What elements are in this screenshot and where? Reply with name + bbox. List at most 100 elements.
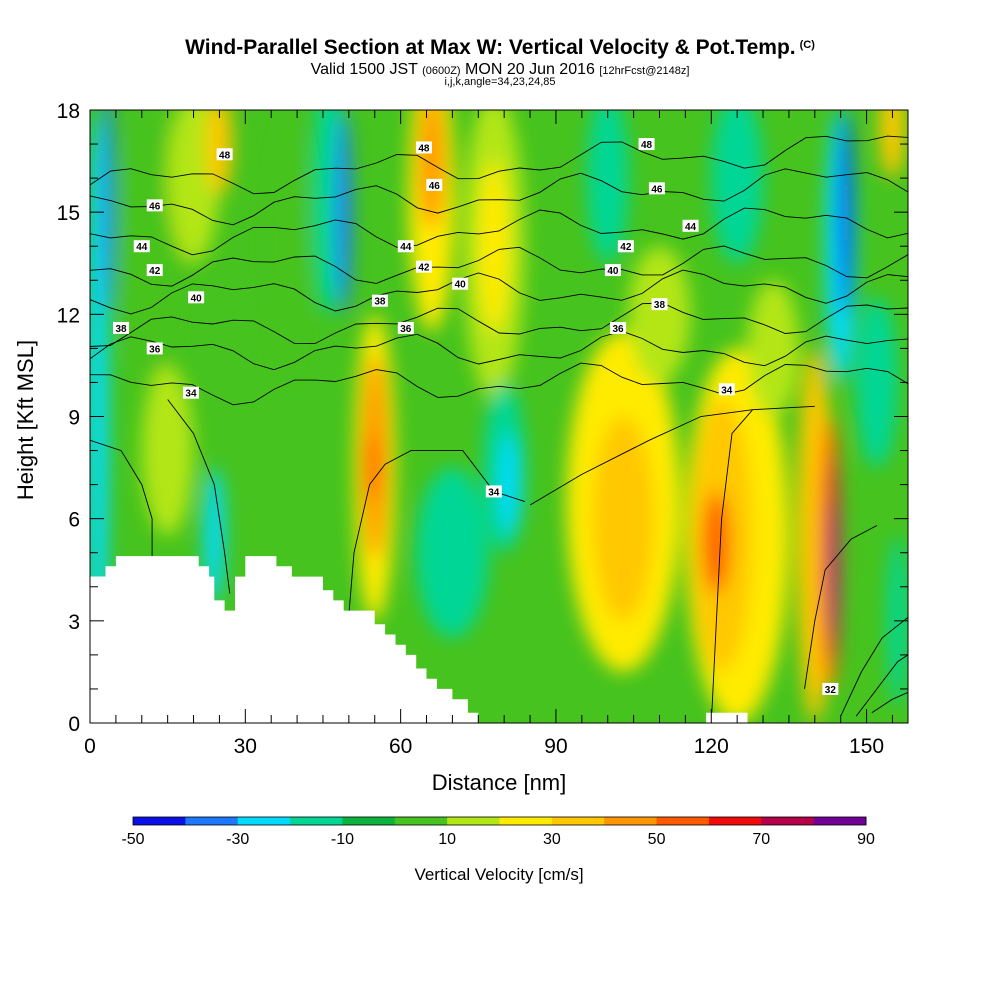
contour-label-bg xyxy=(610,321,627,334)
velocity-cell xyxy=(703,491,730,594)
contour-label-bg xyxy=(604,264,621,277)
x-tick-label: 150 xyxy=(849,735,884,758)
colorbar-segment xyxy=(499,817,553,825)
contour-label: 32 xyxy=(822,682,839,696)
contour-label-text: 48 xyxy=(418,143,430,154)
contour-label: 44 xyxy=(682,219,699,233)
velocity-cell xyxy=(312,110,344,315)
colorbar-tick-label: 10 xyxy=(438,831,456,848)
contour-label-text: 34 xyxy=(721,385,733,396)
contour-label-text: 42 xyxy=(418,263,430,274)
y-axis-label: Height [Kft MSL] xyxy=(13,340,38,500)
terrain-mask xyxy=(90,556,908,723)
velocity-cell xyxy=(102,110,114,315)
contour-label: 46 xyxy=(146,199,163,212)
y-tick-label: 9 xyxy=(68,407,80,430)
copyright-mark: (C) xyxy=(799,39,815,51)
contour-label: 40 xyxy=(188,291,205,304)
chart-subtitle: Valid 1500 JST (0600Z) MON 20 Jun 2016 [… xyxy=(0,61,1000,79)
contour-label-bg xyxy=(182,386,199,399)
y-tick-label: 6 xyxy=(68,509,80,532)
y-tick-label: 3 xyxy=(68,611,80,634)
contour-label-text: 40 xyxy=(455,280,467,291)
contour-label-text: 44 xyxy=(136,242,148,253)
velocity-cell xyxy=(206,110,233,196)
theta-contour-line xyxy=(804,525,878,689)
contour-label-text: 46 xyxy=(651,184,663,195)
contour-label: 48 xyxy=(415,141,432,154)
colorbar: -50 -30 -10 10 30 50 70 90 xyxy=(121,816,875,848)
contour-label-bg xyxy=(648,182,665,195)
contour-label-text: 38 xyxy=(654,300,666,311)
contour-label-text: 40 xyxy=(191,293,203,304)
contour-label-bg xyxy=(133,240,150,253)
contour-label-bg xyxy=(426,178,443,191)
contour-label-bg xyxy=(146,342,163,355)
contour-label-text: 40 xyxy=(607,266,619,277)
colorbar-segment xyxy=(237,817,291,825)
contour-label-text: 38 xyxy=(374,297,386,308)
theta-contour-line xyxy=(871,691,908,714)
subtitle-valid: Valid 1500 JST xyxy=(310,61,418,78)
subtitle-zulu: (0600Z) xyxy=(422,65,461,77)
chart-title: Wind-Parallel Section at Max W: Vertical… xyxy=(0,36,1000,60)
contour-label: 42 xyxy=(146,264,163,277)
theta-contour-line xyxy=(710,409,754,723)
contour-label-bg xyxy=(638,138,655,151)
velocity-cell xyxy=(628,246,691,383)
theta-contour-line xyxy=(855,654,908,717)
x-tick-label: 90 xyxy=(544,735,567,758)
contour-label-bg xyxy=(651,298,668,311)
velocity-cell xyxy=(499,433,520,536)
velocity-cell xyxy=(478,161,510,332)
colorbar-segment xyxy=(761,817,815,825)
chart-title-text: Wind-Parallel Section at Max W: Vertical… xyxy=(185,36,796,59)
x-tick-label: 120 xyxy=(694,735,729,758)
contour-label: 46 xyxy=(648,182,665,195)
contour-label-bg xyxy=(146,264,163,277)
contour-label: 44 xyxy=(397,240,414,253)
velocity-cell xyxy=(592,416,655,621)
colorbar-segment xyxy=(185,817,239,825)
contour-label-text: 34 xyxy=(488,487,500,498)
theta-contour-46 xyxy=(90,168,908,226)
velocity-cell xyxy=(747,280,800,417)
velocity-cell xyxy=(167,110,220,264)
contour-label-text: 36 xyxy=(400,324,412,335)
contour-label: 44 xyxy=(133,240,150,253)
colorbar-segment xyxy=(290,817,343,825)
velocity-cell xyxy=(856,297,898,468)
x-tick-label: 0 xyxy=(84,735,96,758)
contour-label-text: 36 xyxy=(613,324,625,335)
x-axis: 0 30 60 90 120 150 xyxy=(84,110,893,758)
contour-label-text: 44 xyxy=(400,242,412,253)
contour-label: 38 xyxy=(371,294,388,308)
theta-contour-line xyxy=(529,405,815,506)
colorbar-segment xyxy=(133,817,186,825)
contour-label-text: 34 xyxy=(185,389,197,400)
contour-label-text: 46 xyxy=(429,181,441,192)
y-tick-label: 12 xyxy=(57,304,80,327)
contour-label: 34 xyxy=(182,386,199,400)
colorbar-tick-label: 70 xyxy=(752,831,770,848)
contour-label-bg xyxy=(822,682,839,695)
contour-label: 36 xyxy=(146,342,163,355)
theta-contour-34 xyxy=(90,362,908,406)
contour-label-text: 46 xyxy=(149,201,161,212)
colorbar-segment xyxy=(394,817,448,825)
contour-label-bg xyxy=(188,291,205,304)
subtitle-date: MON 20 Jun 2016 xyxy=(465,61,595,78)
contour-label-bg xyxy=(617,240,634,253)
contour-label-bg xyxy=(415,141,432,154)
colorbar-tick-label: 50 xyxy=(648,831,666,848)
contour-label: 36 xyxy=(610,321,627,335)
colorbar-label: Vertical Velocity [cm/s] xyxy=(414,865,583,884)
contour-label: 40 xyxy=(452,277,469,291)
contour-label: 34 xyxy=(485,485,502,498)
contour-label-bg xyxy=(216,148,233,161)
colorbar-segment xyxy=(551,817,605,825)
velocity-cell xyxy=(839,110,853,315)
theta-contour-42 xyxy=(90,245,908,287)
contour-label-bg xyxy=(415,260,432,273)
